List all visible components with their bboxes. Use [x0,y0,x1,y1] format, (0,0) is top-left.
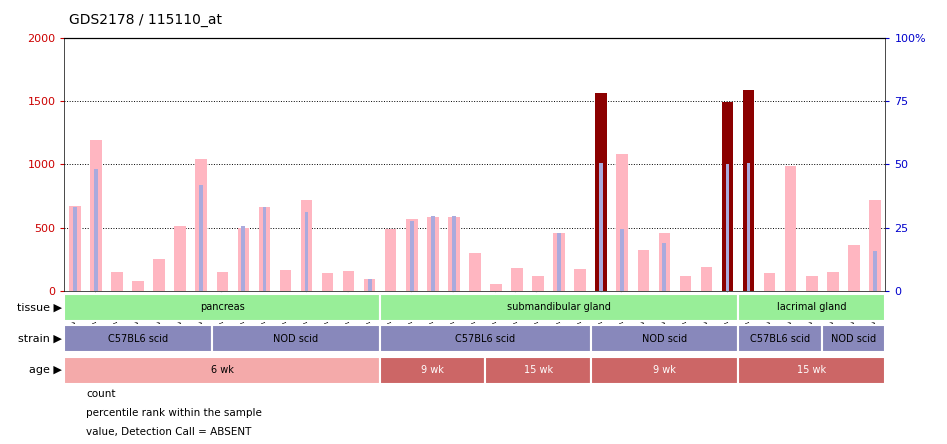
Bar [873,251,877,291]
Bar [212,325,380,353]
Text: NOD scid: NOD scid [274,334,318,344]
Bar [262,207,266,291]
Bar [738,293,885,321]
Bar [174,226,186,291]
Text: pancreas: pancreas [200,302,244,312]
Bar [343,271,354,291]
Text: tissue ▶: tissue ▶ [16,302,62,312]
Bar [217,272,228,291]
Bar [785,166,796,291]
Bar [680,276,691,291]
Text: NOD scid: NOD scid [642,334,687,344]
Bar [448,218,459,291]
Bar [305,212,309,291]
Bar [738,325,822,353]
Bar [591,325,738,353]
Bar [427,218,438,291]
Bar [557,233,561,291]
Bar [637,250,649,291]
Bar [195,159,207,291]
Bar [380,357,486,384]
Bar [64,293,380,321]
Bar [238,228,249,291]
Text: value, Detection Call = ABSENT: value, Detection Call = ABSENT [86,427,252,436]
Bar [452,216,456,291]
Bar [599,163,603,291]
Text: age ▶: age ▶ [28,365,62,375]
Bar [575,269,586,291]
Bar [431,215,435,291]
Bar [869,200,881,291]
Bar [322,273,333,291]
Bar [469,253,481,291]
Bar [380,325,591,353]
Text: C57BL6 scid: C57BL6 scid [456,334,515,344]
Bar [722,102,733,291]
Bar [384,229,397,291]
Text: 9 wk: 9 wk [652,365,676,375]
Bar [658,233,670,291]
Bar [827,272,839,291]
Text: C57BL6 scid: C57BL6 scid [750,334,811,344]
Bar [279,270,292,291]
Bar [73,207,77,291]
Text: 15 wk: 15 wk [524,365,553,375]
Bar [764,273,776,291]
Bar [94,169,98,291]
Bar [591,357,738,384]
Bar [69,206,80,291]
Bar [742,90,755,291]
Bar [532,276,544,291]
Text: lacrimal gland: lacrimal gland [777,302,847,312]
Text: C57BL6 scid: C57BL6 scid [108,334,169,344]
Text: percentile rank within the sample: percentile rank within the sample [86,408,262,418]
Bar [486,357,591,384]
Bar [491,284,502,291]
Bar [849,245,860,291]
Bar [241,226,245,291]
Bar [738,357,885,384]
Bar [511,268,523,291]
Bar [64,325,212,353]
Bar [620,229,624,291]
Bar [301,200,313,291]
Bar [806,276,817,291]
Bar [133,281,144,291]
Text: count: count [86,389,116,399]
Bar [596,93,607,291]
Bar [701,267,712,291]
Bar [410,221,414,291]
Bar [380,293,738,321]
Text: 15 wk: 15 wk [797,365,827,375]
Bar [725,164,729,291]
Text: GDS2178 / 115110_at: GDS2178 / 115110_at [69,12,223,27]
Bar [259,207,270,291]
Bar [616,154,628,291]
Bar [111,272,123,291]
Bar [364,279,375,291]
Bar [367,279,371,291]
Text: NOD scid: NOD scid [831,334,876,344]
Bar [153,258,165,291]
Bar [406,219,418,291]
Bar [64,357,380,384]
Text: 6 wk: 6 wk [211,365,234,375]
Text: 9 wk: 9 wk [421,365,444,375]
Bar [663,243,667,291]
Bar [822,325,885,353]
Bar [90,140,101,291]
Text: strain ▶: strain ▶ [18,334,62,344]
Text: submandibular gland: submandibular gland [508,302,611,312]
Bar [746,163,751,291]
Bar [199,185,204,291]
Bar [553,233,565,291]
